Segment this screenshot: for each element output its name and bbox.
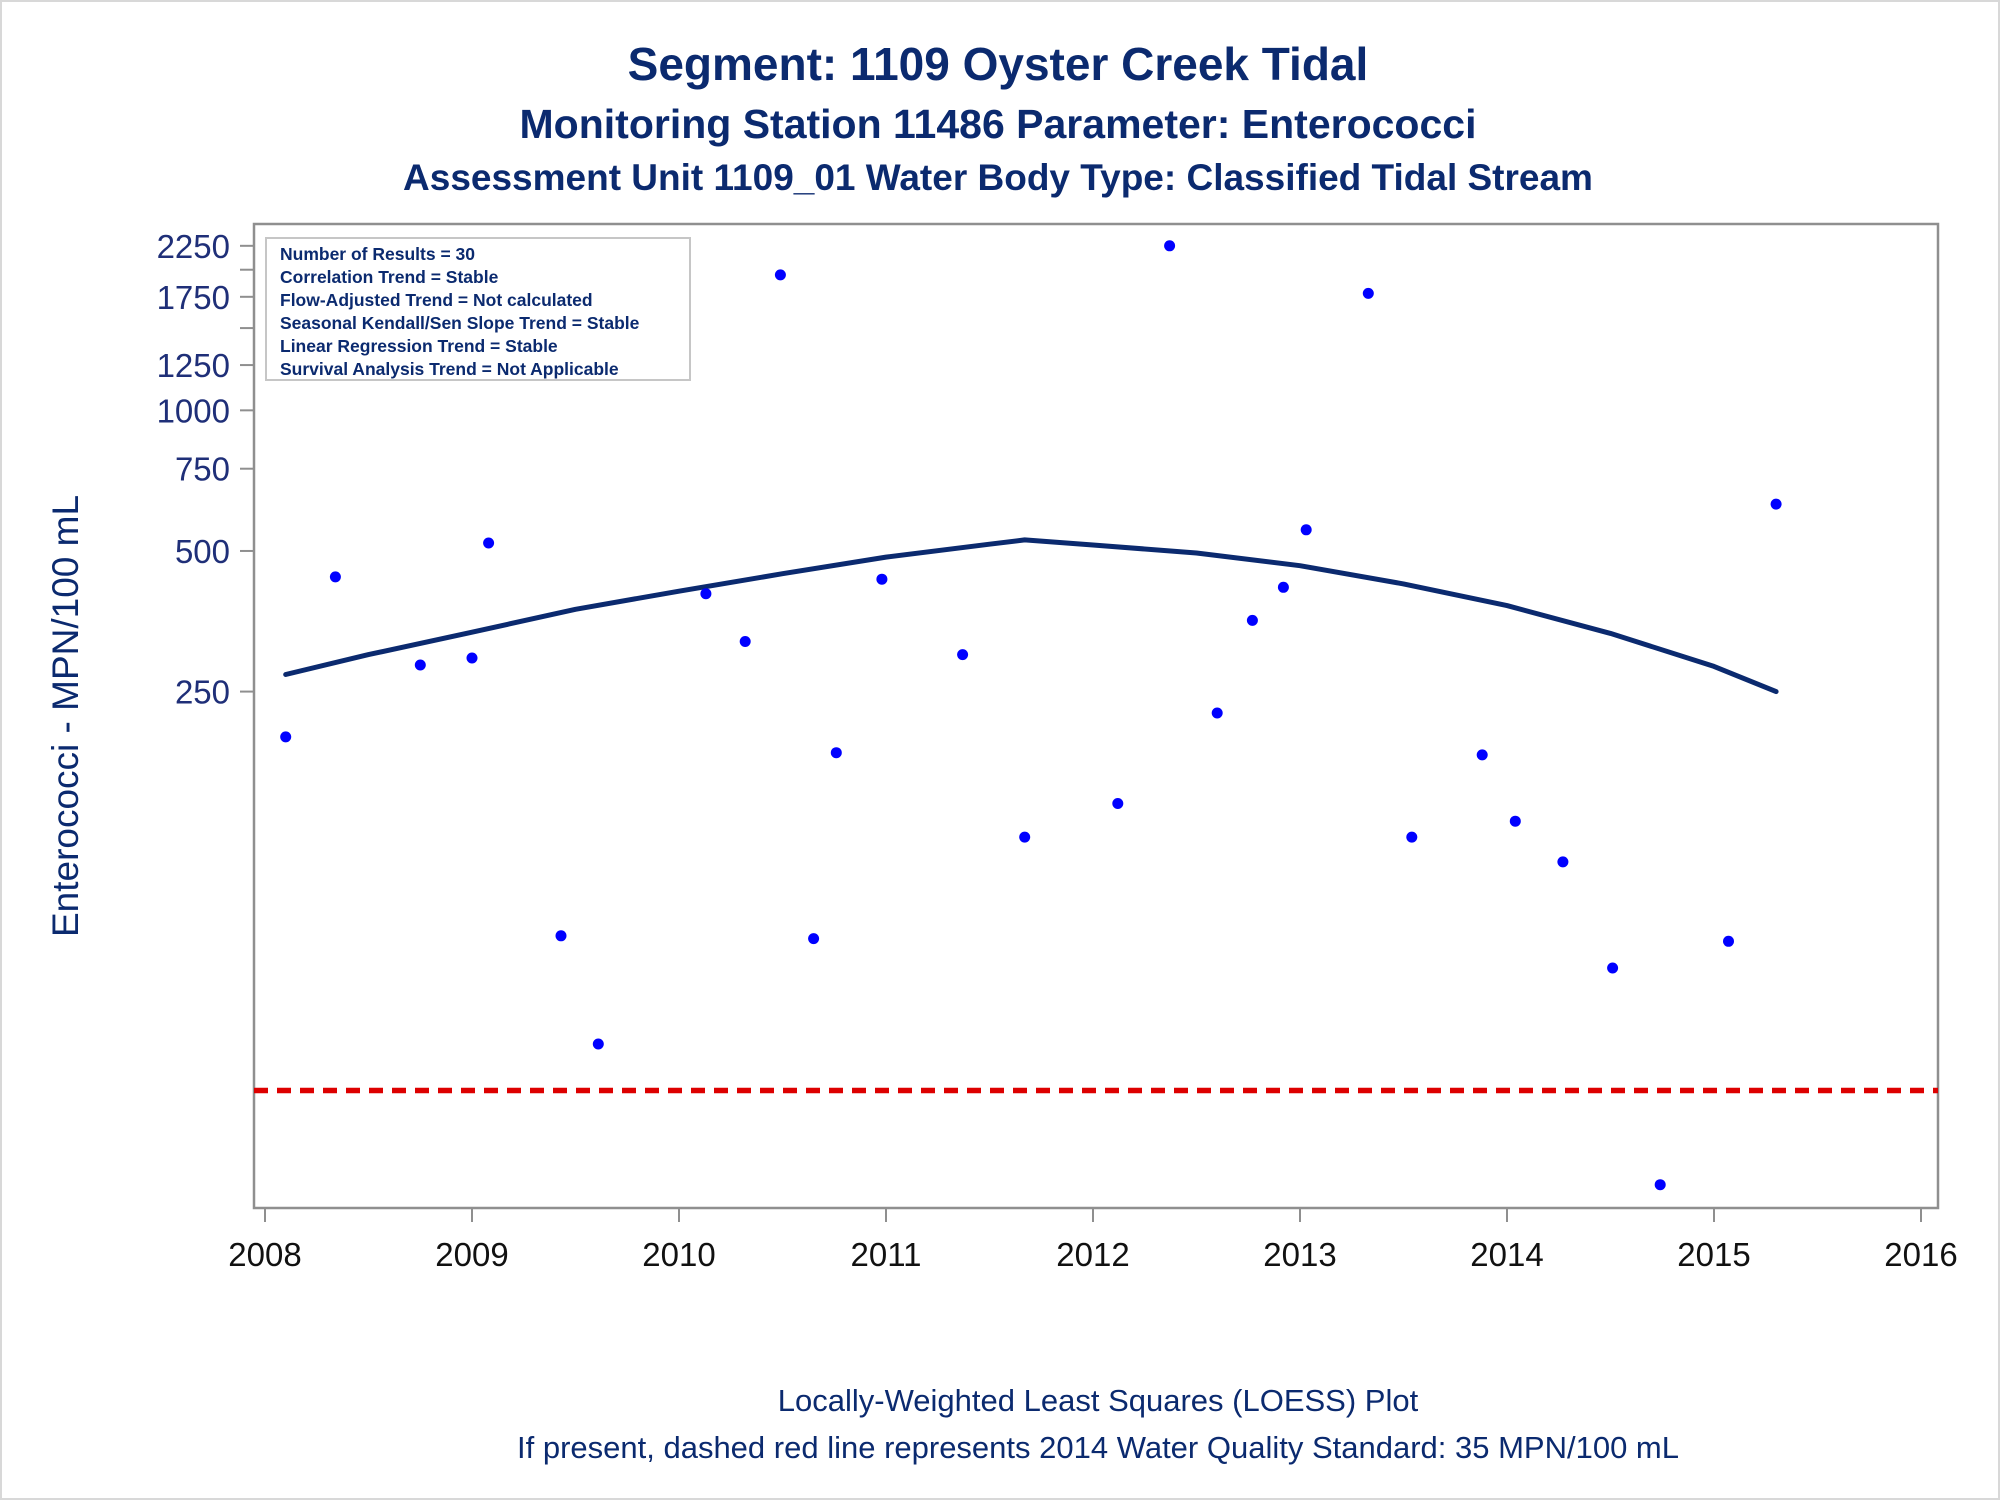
data-point: [1654, 1179, 1666, 1191]
data-point: [555, 930, 567, 942]
y-axis-label: Enterococci - MPN/100 mL: [45, 495, 86, 937]
data-point: [414, 659, 426, 671]
data-point: [1770, 498, 1782, 510]
x-tick-label: 2010: [642, 1236, 715, 1273]
plot-area: [252, 222, 1940, 1210]
stats-box: Number of Results = 30 Correlation Trend…: [265, 237, 691, 381]
data-point: [1723, 935, 1734, 947]
y-tick-label: 1250: [157, 347, 230, 384]
y-tick-label: 1000: [157, 392, 230, 429]
data-point: [739, 636, 751, 647]
x-tick-label: 2016: [1884, 1236, 1957, 1273]
footnote-loess: Locally-Weighted Least Squares (LOESS) P…: [778, 1383, 1419, 1418]
stats-line-survival-analysis: Survival Analysis Trend = Not Applicable: [280, 359, 619, 379]
chart-subtitle: Monitoring Station 11486 Parameter: Ente…: [520, 101, 1477, 147]
data-point: [280, 731, 292, 743]
data-point: [1406, 831, 1418, 843]
loess-curve: [283, 537, 1779, 695]
data-point: [1607, 962, 1619, 974]
data-point: [592, 1038, 604, 1050]
stats-line-linear-regression: Linear Regression Trend = Stable: [280, 336, 558, 356]
data-point: [1476, 749, 1488, 761]
data-point: [1277, 581, 1289, 593]
stats-line-results: Number of Results = 30: [280, 244, 475, 264]
loess-curve-layer: [283, 537, 1779, 695]
stats-box-border: [265, 237, 691, 381]
data-point: [1112, 798, 1124, 809]
data-point: [1164, 240, 1176, 252]
data-point: [1509, 815, 1521, 827]
stats-line-flow-adjusted: Flow-Adjusted Trend = Not calculated: [280, 290, 593, 310]
stats-line-seasonal-kendall: Seasonal Kendall/Sen Slope Trend = Stabl…: [280, 313, 640, 333]
chart-title: Segment: 1109 Oyster Creek Tidal: [628, 38, 1369, 90]
data-point: [774, 269, 786, 281]
x-tick-label: 2013: [1263, 1236, 1336, 1273]
data-point: [700, 588, 712, 600]
data-point: [1211, 707, 1223, 719]
x-tick-label: 2009: [435, 1236, 508, 1273]
chart-subtitle-2: Assessment Unit 1109_01 Water Body Type:…: [403, 157, 1593, 198]
x-tick-label: 2008: [228, 1236, 301, 1273]
data-point: [876, 573, 888, 585]
x-axis: 2008 2009 2010 2011 2012 2013 2014 2015 2016: [228, 1208, 1958, 1273]
x-tick-label: 2012: [1056, 1236, 1129, 1273]
data-point: [830, 747, 842, 759]
data-point: [1300, 524, 1312, 536]
data-point: [1557, 856, 1569, 868]
data-point: [808, 933, 820, 945]
y-tick-label: 750: [175, 451, 230, 488]
data-point: [329, 571, 341, 583]
y-tick-label: 250: [175, 674, 230, 711]
x-tick-label: 2011: [851, 1236, 922, 1273]
data-point: [1246, 614, 1258, 626]
y-tick-label: 1750: [157, 279, 230, 316]
y-tick-label: 500: [175, 533, 230, 570]
scatter-points-layer: [280, 240, 1782, 1191]
data-point: [1019, 831, 1031, 843]
x-tick-label: 2014: [1470, 1236, 1543, 1273]
footnote-standard: If present, dashed red line represents 2…: [517, 1430, 1679, 1465]
data-point: [483, 537, 495, 549]
x-tick-label: 2015: [1677, 1236, 1750, 1273]
y-axis: 250 500 750 1000 1250 1750 2250: [157, 228, 254, 711]
data-point: [1362, 287, 1374, 299]
data-point: [466, 652, 478, 664]
y-tick-label: 2250: [157, 228, 230, 265]
stats-line-correlation: Correlation Trend = Stable: [280, 267, 499, 287]
data-point: [957, 649, 969, 661]
